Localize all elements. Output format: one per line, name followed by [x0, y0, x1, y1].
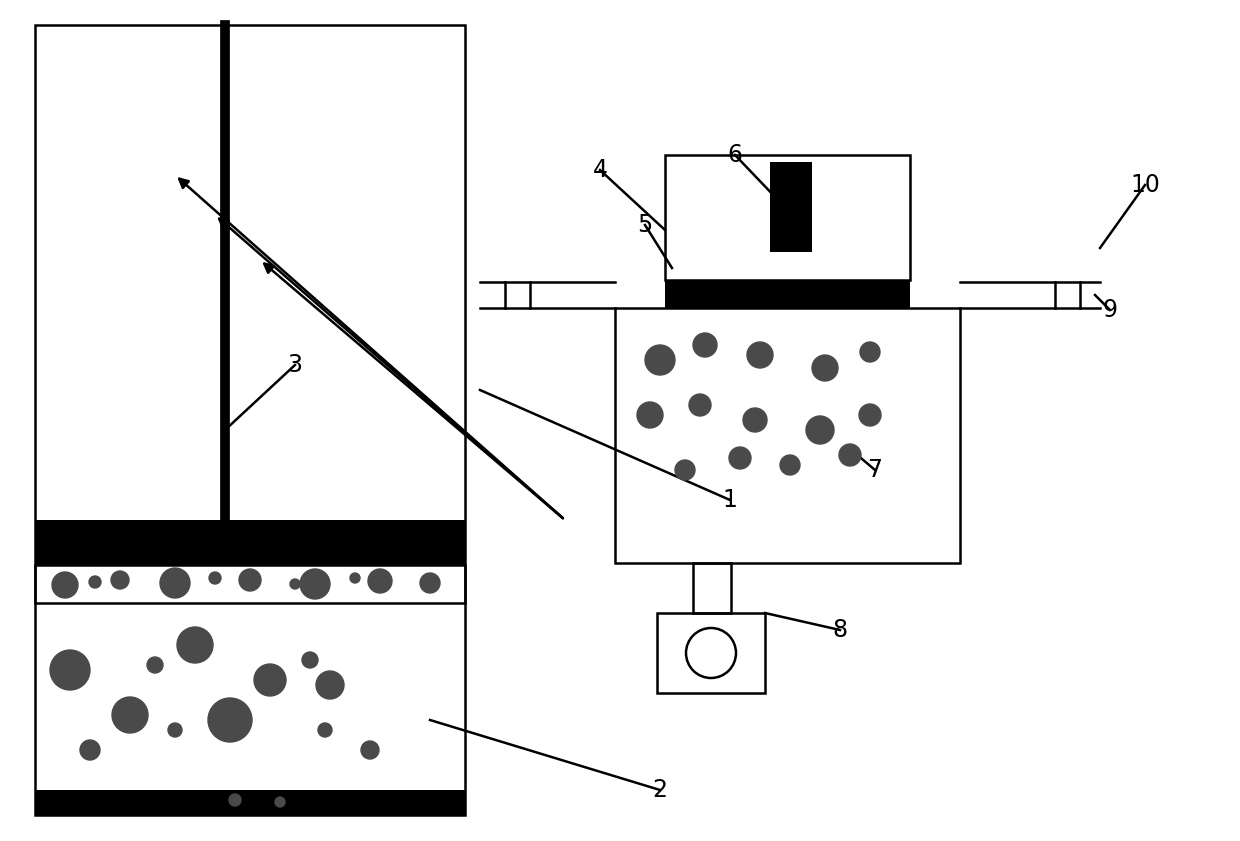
- Bar: [693, 563, 732, 613]
- Circle shape: [689, 394, 711, 416]
- Circle shape: [420, 573, 440, 593]
- Bar: [665, 155, 910, 280]
- Circle shape: [859, 404, 880, 426]
- Circle shape: [112, 697, 148, 733]
- Circle shape: [303, 652, 317, 668]
- Circle shape: [254, 664, 286, 696]
- Circle shape: [275, 797, 285, 807]
- Circle shape: [81, 740, 100, 760]
- Circle shape: [89, 576, 100, 588]
- Circle shape: [839, 444, 861, 466]
- Circle shape: [52, 572, 78, 598]
- Circle shape: [812, 355, 838, 381]
- Circle shape: [350, 573, 360, 583]
- Text: 3: 3: [288, 353, 303, 377]
- Circle shape: [368, 569, 392, 593]
- Bar: [615, 308, 960, 563]
- Circle shape: [693, 333, 717, 357]
- Text: 1: 1: [723, 488, 738, 512]
- Text: 6: 6: [728, 143, 743, 167]
- Circle shape: [637, 402, 663, 428]
- Circle shape: [239, 569, 260, 591]
- Circle shape: [148, 657, 162, 673]
- Circle shape: [806, 416, 835, 444]
- Circle shape: [675, 460, 694, 480]
- Text: 4: 4: [593, 158, 608, 182]
- Circle shape: [177, 627, 213, 663]
- Circle shape: [300, 569, 330, 599]
- Circle shape: [290, 579, 300, 589]
- Circle shape: [729, 447, 751, 469]
- Circle shape: [208, 698, 252, 742]
- Circle shape: [780, 455, 800, 475]
- Bar: [770, 162, 812, 252]
- Bar: [657, 613, 765, 693]
- Circle shape: [645, 345, 675, 375]
- Circle shape: [50, 650, 91, 690]
- Circle shape: [160, 568, 190, 598]
- Bar: [35, 25, 465, 815]
- Circle shape: [229, 794, 241, 806]
- Text: 7: 7: [868, 458, 883, 482]
- Bar: [35, 520, 465, 565]
- Circle shape: [167, 723, 182, 737]
- Circle shape: [210, 572, 221, 584]
- Circle shape: [861, 342, 880, 362]
- Circle shape: [361, 741, 379, 759]
- Text: 10: 10: [1130, 173, 1159, 197]
- Text: 8: 8: [832, 618, 848, 642]
- Circle shape: [746, 342, 773, 368]
- Circle shape: [316, 671, 343, 699]
- Bar: [665, 280, 910, 308]
- Text: 2: 2: [652, 778, 667, 802]
- Bar: [35, 790, 465, 816]
- Bar: [35, 565, 465, 603]
- Circle shape: [317, 723, 332, 737]
- Circle shape: [743, 408, 768, 432]
- Circle shape: [112, 571, 129, 589]
- Text: 9: 9: [1102, 298, 1117, 322]
- Text: 5: 5: [637, 213, 652, 237]
